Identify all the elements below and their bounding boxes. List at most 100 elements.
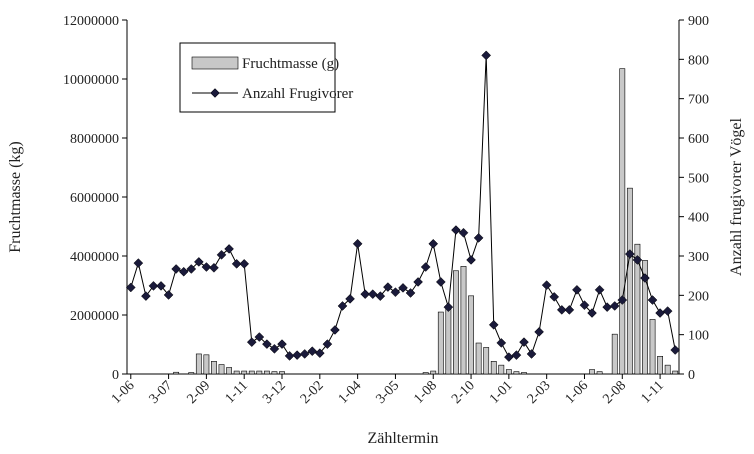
x-tick-label: 1-06 (563, 378, 592, 407)
marker (435, 277, 446, 287)
marker (564, 305, 575, 315)
marker (299, 349, 310, 359)
marker (269, 343, 280, 354)
x-tick-label: 2-03 (525, 378, 554, 407)
y-tick-label: 12000000 (63, 14, 119, 29)
marker (156, 281, 166, 291)
marker (670, 345, 681, 355)
bar (437, 311, 444, 375)
y-tick-label: 0 (112, 368, 119, 383)
bar (619, 68, 626, 375)
bar (475, 342, 482, 375)
marker (398, 283, 408, 293)
y-tick-label: 8000000 (70, 132, 119, 147)
marker (466, 255, 476, 265)
x-tick-label: 1-04 (336, 378, 365, 407)
marker (277, 339, 287, 349)
marker (209, 262, 219, 273)
marker (572, 284, 582, 295)
bar (445, 305, 452, 375)
bar (233, 370, 240, 375)
marker (216, 249, 227, 260)
marker (594, 284, 605, 295)
x-tick-label: 2-09 (184, 378, 213, 407)
bar (422, 372, 429, 375)
bar (248, 370, 255, 375)
y2-tick-label: 200 (688, 289, 709, 304)
y2-tick-label: 400 (688, 211, 709, 226)
bar (664, 364, 671, 375)
legend-box (179, 42, 336, 113)
bar (195, 353, 202, 375)
bar (218, 364, 225, 375)
marker (148, 281, 159, 291)
marker (541, 280, 552, 290)
y2-tick-label: 500 (688, 171, 709, 186)
marker (337, 301, 348, 311)
marker (609, 301, 620, 311)
marker (443, 302, 454, 312)
bar (611, 333, 618, 375)
marker (163, 290, 174, 300)
marker (556, 305, 567, 315)
y2-tick-label: 800 (688, 53, 709, 68)
bar (203, 354, 210, 375)
marker (292, 350, 302, 360)
y-tick-label: 2000000 (70, 309, 119, 324)
marker (314, 348, 325, 359)
legend-swatch (191, 56, 239, 70)
bar (453, 270, 459, 375)
legend-marker (210, 88, 220, 98)
marker (519, 337, 529, 347)
marker (526, 349, 537, 359)
marker (504, 352, 514, 362)
marker (647, 295, 658, 305)
marker (375, 291, 386, 301)
marker (224, 244, 234, 254)
bar (505, 369, 512, 375)
bar (490, 361, 497, 375)
x-tick-label: 1-01 (487, 378, 516, 407)
marker (458, 227, 469, 238)
marker (133, 258, 144, 268)
bar (279, 371, 285, 375)
bar (649, 319, 656, 375)
marker (587, 308, 597, 318)
marker (511, 350, 522, 360)
marker (451, 225, 461, 235)
marker (617, 295, 628, 305)
bar (430, 370, 437, 375)
marker (125, 282, 136, 293)
marker (534, 327, 544, 337)
marker (186, 264, 197, 274)
x-tick-label: 1-11 (223, 378, 251, 406)
marker (262, 339, 272, 349)
marker (405, 288, 416, 298)
marker (231, 259, 242, 269)
y2-tick-label: 600 (688, 132, 709, 147)
x-tick-label: 3-12 (260, 378, 289, 407)
x-tick-label: 2-02 (298, 378, 327, 407)
marker (360, 289, 371, 300)
x-tick-label: 1-08 (411, 378, 440, 407)
bar (263, 370, 270, 375)
x-tick-label: 2-10 (449, 378, 478, 407)
marker (488, 319, 499, 330)
marker (420, 262, 431, 272)
bar (657, 355, 663, 375)
bar (241, 370, 248, 375)
y-axis-title: Fruchtmasse (kg) (7, 141, 24, 253)
marker (579, 300, 590, 311)
bar (596, 371, 603, 375)
marker (390, 287, 401, 298)
marker (322, 339, 333, 349)
marker (383, 282, 393, 292)
x-tick-label: 3-05 (374, 378, 403, 407)
marker (473, 233, 484, 243)
bar (468, 295, 474, 375)
marker (662, 306, 673, 316)
bar (642, 260, 648, 375)
marker (428, 238, 439, 249)
marker (171, 264, 182, 274)
bar (513, 371, 520, 375)
